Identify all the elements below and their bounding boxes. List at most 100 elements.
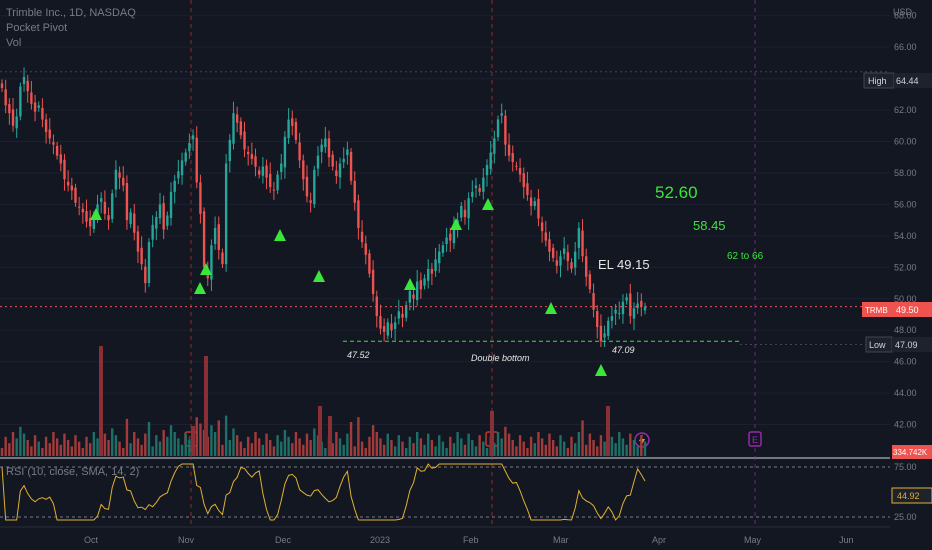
candle-body xyxy=(474,185,478,189)
volume-bar xyxy=(272,446,276,456)
candle-body xyxy=(327,138,331,158)
candle-body xyxy=(540,222,544,232)
low-badge-label: Low xyxy=(869,340,886,350)
candle-body xyxy=(496,119,500,138)
pocket-pivot-arrow xyxy=(90,208,102,220)
candle-body xyxy=(452,228,456,244)
candle-body xyxy=(632,308,636,319)
indicator-volume[interactable]: Vol xyxy=(6,37,22,49)
candle-body xyxy=(511,153,514,162)
volume-bar xyxy=(103,433,107,456)
price-tick-label: 50.00 xyxy=(894,294,917,304)
pocket-pivot-arrows xyxy=(90,198,607,376)
candle-body xyxy=(460,205,463,218)
candle-body xyxy=(85,211,88,222)
candle-body xyxy=(500,113,503,116)
price-tick-label: 48.00 xyxy=(894,325,917,335)
volume-bar xyxy=(526,448,529,456)
volume-bars xyxy=(0,346,647,456)
candle-body xyxy=(136,231,140,252)
volume-bar xyxy=(195,417,198,456)
volume-bar xyxy=(15,438,18,456)
symbol-title[interactable]: Trimble Inc., 1D, NASDAQ xyxy=(6,7,136,19)
volume-bar xyxy=(412,443,415,456)
volume-bar xyxy=(224,415,228,456)
candle-body xyxy=(92,215,96,229)
volume-bar xyxy=(158,441,162,456)
volume-bar xyxy=(37,441,40,456)
volume-bar xyxy=(96,438,99,456)
volume-bar xyxy=(338,438,342,456)
candle-body xyxy=(614,309,617,314)
volume-bar xyxy=(467,433,470,456)
annotations: 52.60 58.45 62 to 66 EL 49.15 47.52 47.0… xyxy=(347,183,764,363)
volume-bar xyxy=(548,433,551,456)
candle-body xyxy=(254,156,257,167)
volume-bar xyxy=(474,446,478,456)
volume-bar xyxy=(629,433,632,456)
candle-body xyxy=(331,154,334,167)
volume-bar xyxy=(52,432,55,456)
volume-bar xyxy=(588,433,592,456)
candle-body xyxy=(239,121,243,136)
candle-body xyxy=(390,323,393,331)
volume-bar xyxy=(382,444,386,456)
time-tick-label: Oct xyxy=(84,535,99,545)
high-badge-label: High xyxy=(868,76,887,86)
volume-bar xyxy=(335,432,338,456)
last-badge-label: TRMB xyxy=(865,306,888,315)
time-tick-label: 2023 xyxy=(370,535,390,545)
volume-bar xyxy=(368,436,371,456)
volume-bar xyxy=(438,435,441,456)
candle-body xyxy=(489,152,492,169)
volume-bar xyxy=(41,448,44,456)
volume-bar xyxy=(243,448,246,456)
candle-body xyxy=(537,198,540,219)
indicator-pocket-pivot[interactable]: Pocket Pivot xyxy=(6,22,68,34)
volume-bar xyxy=(302,444,305,456)
candle-body xyxy=(596,311,599,328)
volume-bar xyxy=(74,435,77,456)
time-tick-label: May xyxy=(744,535,762,545)
candle-body xyxy=(33,102,37,112)
candle-body xyxy=(353,180,356,203)
candle-body xyxy=(96,204,99,216)
candle-body xyxy=(404,305,408,318)
candle-body xyxy=(482,177,485,192)
volume-bar xyxy=(427,433,430,456)
rsi-legend[interactable]: RSI (10, close, SMA, 14, 2) xyxy=(6,466,140,478)
volume-bar xyxy=(283,430,287,456)
volume-bar xyxy=(107,440,110,456)
candle-body xyxy=(232,113,235,144)
candle-body xyxy=(544,232,547,241)
volume-bar xyxy=(430,440,434,456)
volume-bar xyxy=(305,433,309,456)
candle-body xyxy=(621,301,625,315)
chart-legend: Trimble Inc., 1D, NASDAQ Pocket Pivot Vo… xyxy=(6,6,136,51)
volume-bar xyxy=(643,441,647,456)
candle-body xyxy=(217,224,220,251)
currency-label: USD xyxy=(893,7,913,17)
volume-bar xyxy=(26,440,29,456)
pocket-pivot-arrow xyxy=(545,302,557,314)
volume-bar xyxy=(551,440,555,456)
volume-bar xyxy=(221,444,224,456)
volume-bar xyxy=(118,441,121,456)
volume-bar xyxy=(423,444,426,456)
time-tick-label: Nov xyxy=(178,535,195,545)
candle-body xyxy=(37,105,40,108)
candle-body xyxy=(118,172,121,178)
candle-body xyxy=(368,253,371,274)
candle-body xyxy=(261,166,265,176)
volume-spike xyxy=(606,406,610,456)
volume-bar xyxy=(217,420,220,456)
volume-bar xyxy=(364,448,367,456)
candle-body xyxy=(202,211,206,268)
candle-body xyxy=(74,187,77,203)
candle-body xyxy=(618,312,621,314)
price-tick-label: 42.00 xyxy=(894,420,917,430)
volume-bar xyxy=(140,444,143,456)
candle-body xyxy=(140,247,143,265)
volume-bar xyxy=(434,446,437,456)
